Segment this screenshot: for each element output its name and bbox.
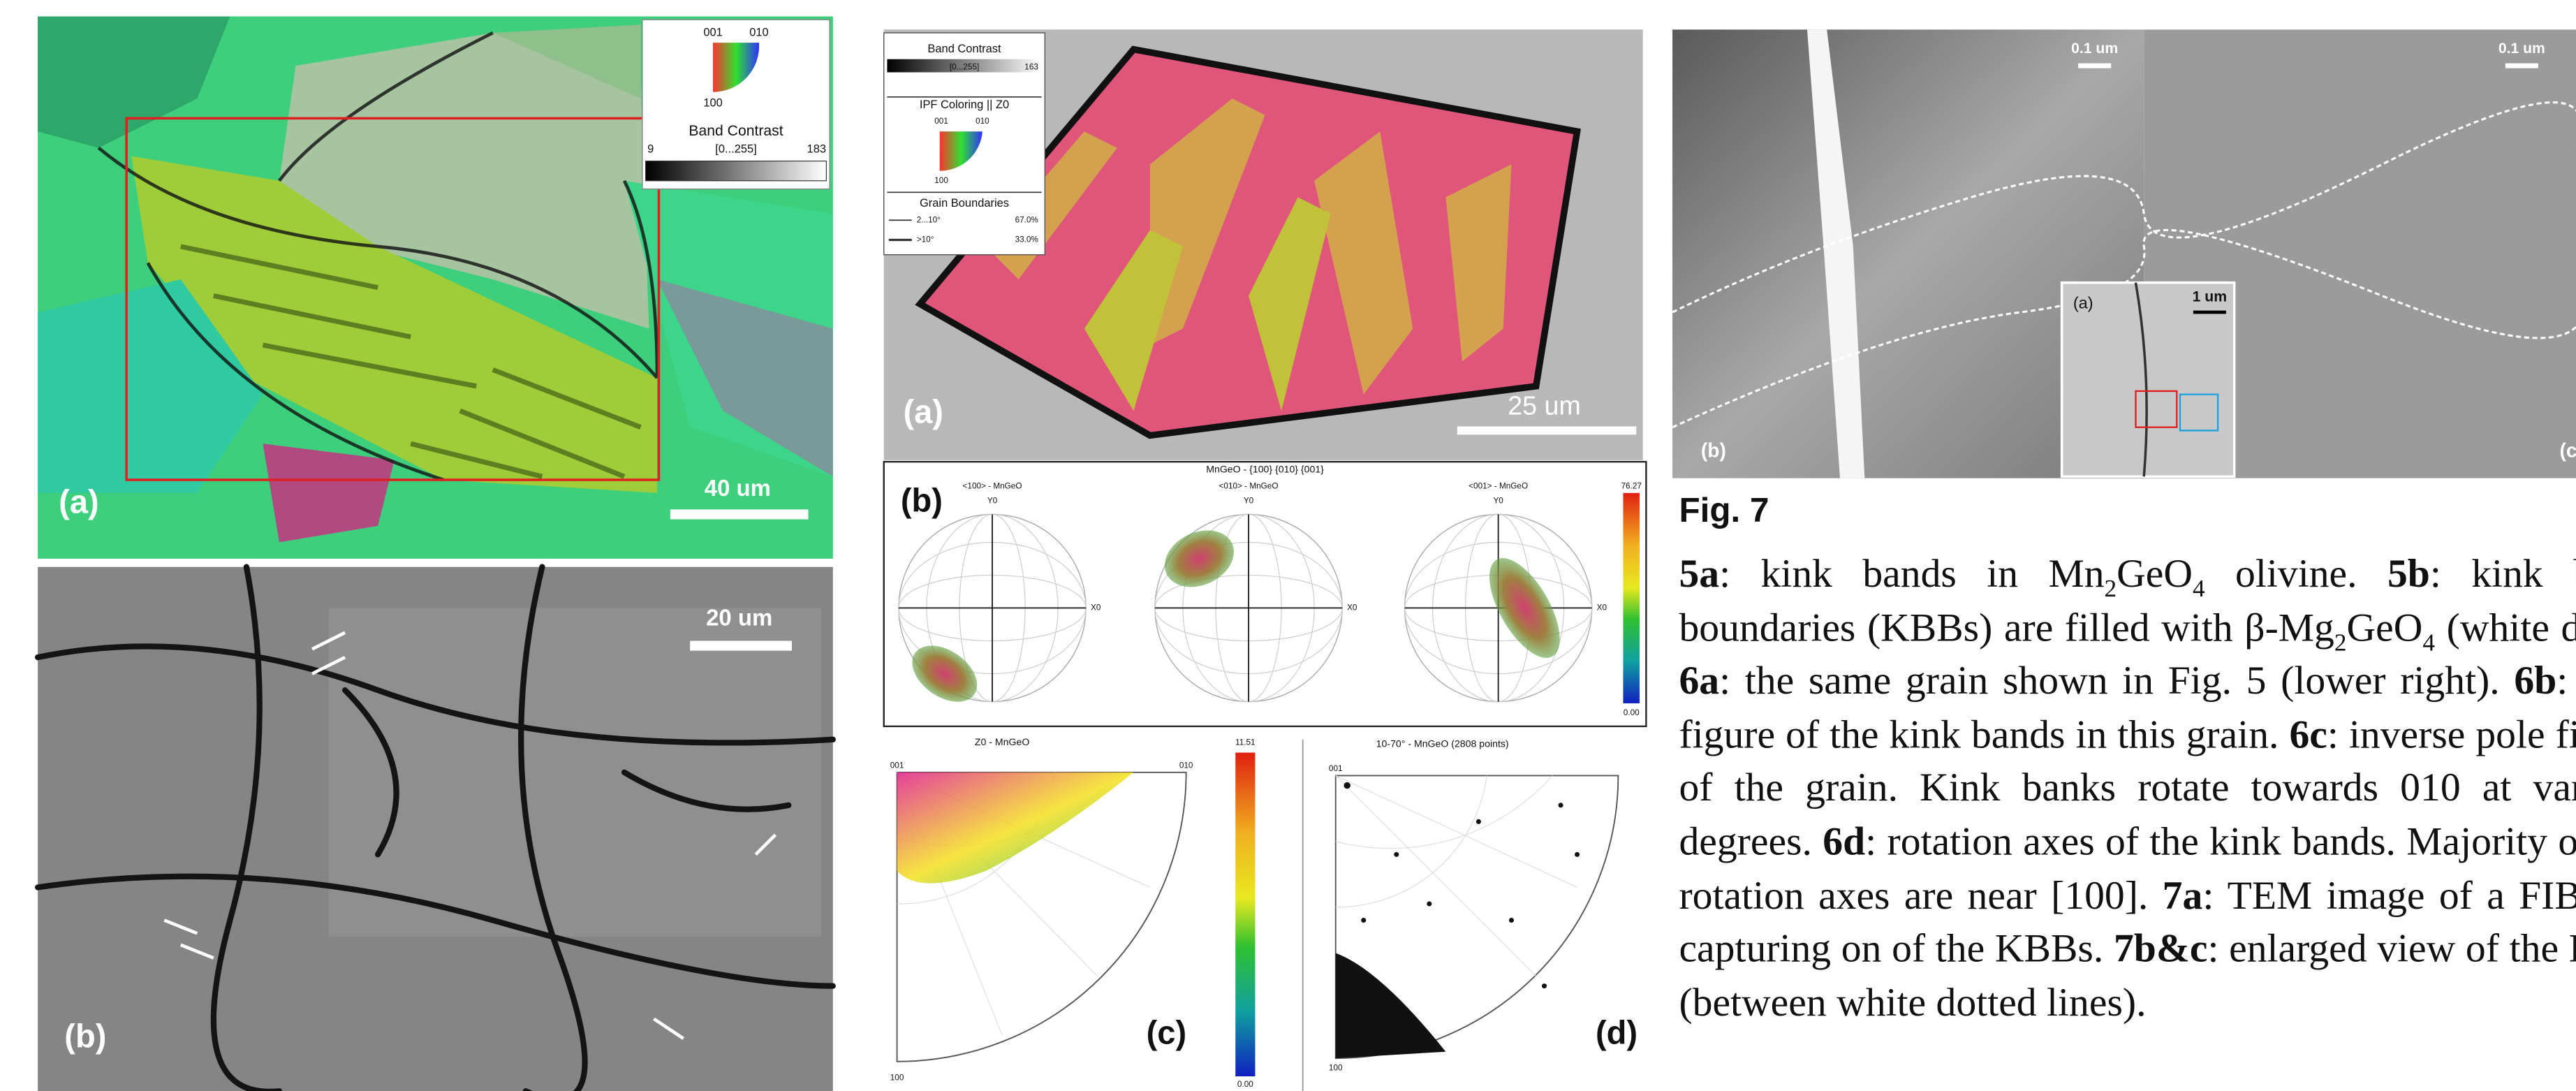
page-body: 001010100Band Contrast9[0...255]183(a)40…	[0, 0, 2576, 1090]
caption-run: 5b	[2387, 552, 2430, 597]
caption-run: 4	[2422, 630, 2435, 657]
scale-bar-label: 0.1 um	[2498, 41, 2545, 57]
legend-title: Band Contrast	[927, 43, 1001, 55]
scale-bar-label: 0.1 um	[2071, 41, 2118, 57]
panel-title: 10-70° - MnGeO (2808 points)	[1376, 738, 1509, 749]
corner-label: 010	[1179, 761, 1193, 770]
axis-label: X0	[1597, 603, 1607, 613]
legend-range: [0...255]	[715, 142, 756, 155]
sem-image-5b	[38, 567, 833, 1091]
scale-bar-label: 25 um	[1508, 390, 1581, 420]
colorbar-min: 0.00	[1237, 1080, 1253, 1089]
legend-range: [0...255]	[950, 63, 979, 72]
caption-run: 7b&c	[2114, 927, 2208, 972]
corner-label: 100	[890, 1073, 904, 1082]
caption-run: 6d	[1823, 820, 1865, 865]
figure-title: Fig. 7	[1679, 491, 1769, 529]
colorbar-max: 76.27	[1621, 482, 1642, 491]
caption: 5a: kink bands in Mn2GeO4 olivine. 5b: k…	[1679, 549, 2576, 1031]
caption-run: 2	[2105, 577, 2117, 603]
caption-run: GeO	[2117, 552, 2193, 597]
axis-label: X0	[1091, 603, 1101, 613]
panel-label: (c	[2559, 439, 2576, 461]
legend-title: Band Contrast	[689, 123, 783, 139]
legend-min: 10	[890, 63, 900, 72]
legend-title: Grain Boundaries	[920, 197, 1009, 210]
scale-bar-label: 20 um	[706, 605, 772, 631]
caption-run: olivine.	[2205, 552, 2387, 597]
ipf-6c	[897, 740, 1303, 1091]
ipf-key-label: 001	[703, 26, 722, 38]
ipf-6d	[1336, 775, 1619, 1058]
corner-label: 001	[1329, 764, 1343, 773]
panel-label: (d)	[1596, 1014, 1637, 1051]
caption-run: 7a	[2163, 874, 2203, 918]
panel-label: (b)	[64, 1017, 106, 1054]
legend-row-label: 2...10°	[917, 215, 941, 224]
caption-run: : the same grain shown in Fig. 5 (lower …	[1719, 659, 2514, 704]
scale-bar-label: 1 um	[2193, 288, 2227, 305]
panel-title: Z0 - MnGeO	[975, 736, 1029, 747]
caption-run: 5a	[1679, 552, 1719, 597]
axis-label: Y0	[1244, 497, 1254, 506]
legend-row-value: 33.0%	[1015, 235, 1039, 244]
panel-label: (c)	[1147, 1014, 1186, 1051]
caption-run: 2	[2334, 630, 2347, 657]
pole-figure-title: <001> - MnGeO	[1469, 482, 1528, 491]
panel-label: (a)	[2073, 293, 2093, 312]
legend-row-label: >10°	[917, 235, 934, 244]
axis-label: Y0	[1493, 497, 1503, 506]
ipf-key-label: 001	[934, 117, 948, 126]
axis-label: Y0	[987, 497, 998, 506]
legend-max: 163	[1024, 63, 1038, 72]
caption-run: 6a	[1679, 659, 1719, 704]
caption-run: 6b	[2514, 659, 2556, 704]
panel-label: (a)	[59, 483, 99, 520]
pole-figures-6b	[884, 462, 1647, 726]
caption-run: (white dots).	[2435, 606, 2576, 650]
caption-run: : kink bands in Mn	[1719, 552, 2104, 597]
corner-label: 001	[890, 761, 904, 770]
stage: 001010100Band Contrast9[0...255]183(a)40…	[0, 0, 2576, 1091]
panel-label: (b)	[901, 481, 943, 518]
panel-title: MnGeO - {100} {010} {001}	[1206, 464, 1324, 475]
legend-title: IPF Coloring || Z0	[920, 98, 1009, 111]
caption-run: GeO	[2347, 606, 2423, 650]
legend-row-value: 67.0%	[1015, 215, 1039, 224]
ipf-key-label: 100	[703, 97, 722, 110]
pole-figure-title: <010> - MnGeO	[1219, 482, 1279, 491]
panel-label: (a)	[903, 393, 943, 430]
page: Figure panels {"figure_5": { "panel_a": …	[0, 0, 2576, 1090]
panel-label: (b)	[1701, 439, 1726, 461]
ipf-key-label: 010	[976, 117, 989, 126]
scale-bar-label: 40 um	[705, 475, 771, 501]
corner-label: 100	[1329, 1063, 1343, 1072]
tem-images-7	[1672, 29, 2576, 478]
colorbar-max: 11.51	[1235, 738, 1256, 747]
pole-figure-title: <100> - MnGeO	[963, 482, 1022, 491]
axis-label: X0	[1347, 603, 1357, 613]
ipf-key-label: 100	[934, 176, 948, 185]
colorbar-min: 0.00	[1624, 708, 1640, 717]
caption-run: 6c	[2289, 713, 2327, 758]
caption-run: 4	[2193, 577, 2205, 603]
legend-max: 183	[807, 142, 826, 155]
legend-min: 9	[647, 142, 654, 155]
ipf-key-label: 010	[749, 26, 768, 38]
